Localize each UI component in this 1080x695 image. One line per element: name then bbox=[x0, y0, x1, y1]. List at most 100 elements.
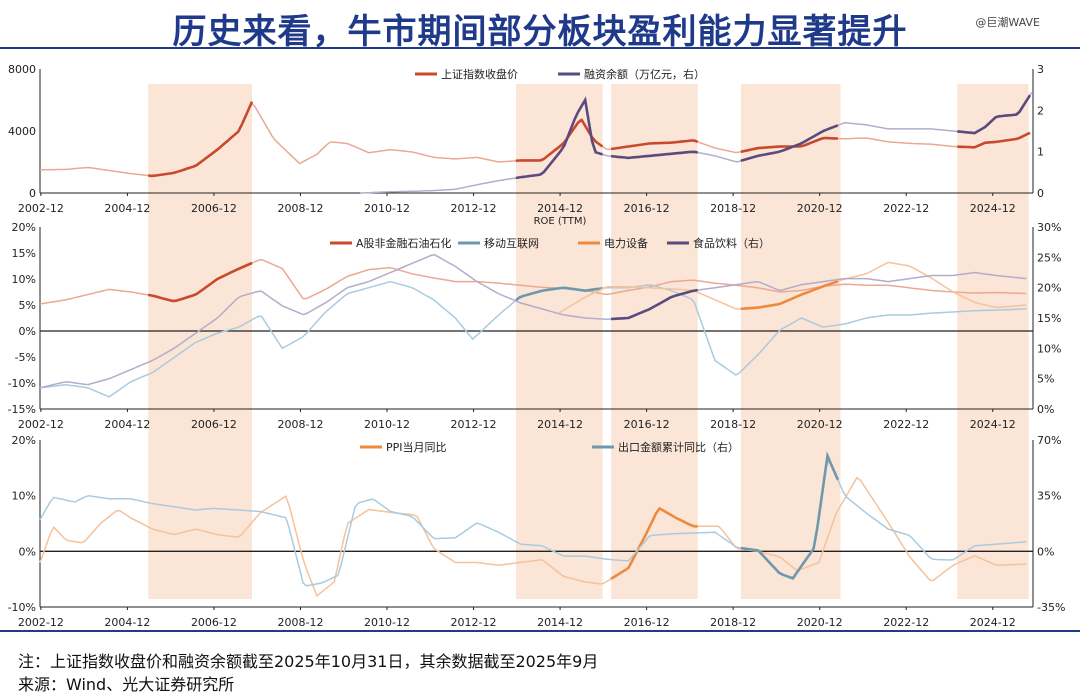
x-tick-label: 2012-12 bbox=[451, 202, 497, 215]
x-tick-label: 2004-12 bbox=[104, 202, 150, 215]
watermark: @巨潮WAVE bbox=[975, 16, 1040, 29]
left-tick-label: -5% bbox=[15, 351, 36, 364]
x-tick-label: 2014-12 bbox=[537, 418, 583, 431]
x-tick-label: 2012-12 bbox=[451, 418, 497, 431]
right-tick-label: 0% bbox=[1037, 545, 1054, 558]
series-line-highlight bbox=[740, 280, 839, 311]
left-tick-label: -15% bbox=[8, 403, 36, 416]
x-tick-label: 2024-12 bbox=[970, 202, 1016, 215]
legend-label: 食品饮料（右） bbox=[693, 236, 770, 250]
x-tick-label: 2010-12 bbox=[364, 202, 410, 215]
series-line-highlight bbox=[148, 101, 254, 178]
series-line-light bbox=[39, 458, 1027, 587]
right-tick-label: 35% bbox=[1037, 490, 1061, 503]
series-line-highlight bbox=[515, 96, 603, 180]
right-tick-label: 3 bbox=[1037, 63, 1044, 76]
right-tick-label: 25% bbox=[1037, 251, 1061, 264]
x-tick-label: 2016-12 bbox=[624, 202, 670, 215]
legend-label: 电力设备 bbox=[604, 236, 648, 250]
x-tick-label: 2006-12 bbox=[191, 418, 237, 431]
left-tick-label: 4000 bbox=[8, 125, 36, 138]
x-tick-label: 2014-12 bbox=[537, 202, 583, 215]
series-line-highlight bbox=[610, 506, 698, 580]
legend-label: 融资余额（万亿元，右） bbox=[584, 67, 705, 81]
left-tick-label: 5% bbox=[19, 299, 36, 312]
series-line-highlight bbox=[515, 118, 604, 163]
legend-label: 上证指数收盘价 bbox=[441, 67, 518, 81]
series-line-light bbox=[39, 254, 1027, 389]
x-tick-label: 2022-12 bbox=[883, 616, 929, 629]
legend-label: 移动互联网 bbox=[484, 237, 539, 250]
page-title: 历史来看，牛市期间部分板块盈利能力显著提升 bbox=[172, 12, 908, 52]
series-line-highlight bbox=[611, 288, 698, 321]
x-tick-label: 2018-12 bbox=[710, 202, 756, 215]
left-tick-label: 0 bbox=[29, 187, 36, 200]
x-tick-label: 2008-12 bbox=[277, 202, 323, 215]
panel-title: ROE (TTM) bbox=[534, 216, 587, 227]
x-tick-label: 2020-12 bbox=[797, 202, 843, 215]
left-tick-label: 20% bbox=[12, 221, 36, 234]
series-line-highlight bbox=[957, 94, 1032, 135]
series-line-light bbox=[39, 476, 1027, 598]
legend-label: A股非金融石油石化 bbox=[356, 236, 452, 250]
x-tick-label: 2006-12 bbox=[191, 616, 237, 629]
x-tick-label: 2014-12 bbox=[537, 616, 583, 629]
series-line-highlight bbox=[740, 136, 838, 154]
x-tick-label: 2006-12 bbox=[191, 202, 237, 215]
left-tick-label: 10% bbox=[12, 273, 36, 286]
left-tick-label: -10% bbox=[8, 601, 36, 614]
right-tick-label: 5% bbox=[1037, 373, 1054, 386]
series-line-highlight bbox=[147, 261, 253, 303]
bull-period-band bbox=[740, 84, 841, 599]
right-tick-label: 0% bbox=[1037, 403, 1054, 416]
x-tick-label: 2022-12 bbox=[883, 418, 929, 431]
bull-period-band bbox=[515, 84, 603, 599]
left-tick-label: 15% bbox=[12, 247, 36, 260]
x-tick-label: 2002-12 bbox=[18, 418, 64, 431]
right-tick-label: 0 bbox=[1037, 187, 1044, 200]
series-line-highlight bbox=[957, 131, 1031, 149]
bull-period-band bbox=[148, 84, 253, 599]
right-tick-label: 70% bbox=[1037, 434, 1061, 447]
title-rule bbox=[0, 47, 1080, 49]
series-line-highlight bbox=[740, 451, 840, 580]
x-tick-label: 2020-12 bbox=[797, 418, 843, 431]
footer-note: 注：上证指数收盘价和融资余额截至2025年10月31日，其余数据截至2025年9… bbox=[18, 652, 599, 671]
left-tick-label: 10% bbox=[12, 490, 36, 503]
x-tick-label: 2024-12 bbox=[970, 418, 1016, 431]
x-tick-label: 2002-12 bbox=[18, 616, 64, 629]
x-tick-label: 2004-12 bbox=[104, 418, 150, 431]
x-tick-label: 2010-12 bbox=[364, 616, 410, 629]
series-line-highlight bbox=[610, 150, 698, 160]
x-tick-label: 2020-12 bbox=[797, 616, 843, 629]
x-tick-label: 2022-12 bbox=[883, 202, 929, 215]
bull-period-band bbox=[957, 84, 1029, 599]
footer-source: 来源：Wind、光大证券研究所 bbox=[18, 675, 235, 694]
right-tick-label: -35% bbox=[1037, 601, 1065, 614]
x-tick-label: 2018-12 bbox=[710, 418, 756, 431]
left-tick-label: 8000 bbox=[8, 63, 36, 76]
left-tick-label: -10% bbox=[8, 377, 36, 390]
series-line-highlight bbox=[610, 139, 699, 151]
right-tick-label: 10% bbox=[1037, 342, 1061, 355]
left-tick-label: 0% bbox=[19, 325, 36, 338]
x-tick-label: 2024-12 bbox=[970, 616, 1016, 629]
x-tick-label: 2008-12 bbox=[277, 418, 323, 431]
legend-label: 出口金额累计同比（右） bbox=[618, 440, 739, 454]
right-tick-label: 30% bbox=[1037, 221, 1061, 234]
right-tick-label: 2 bbox=[1037, 104, 1044, 117]
x-tick-label: 2004-12 bbox=[104, 616, 150, 629]
x-tick-label: 2008-12 bbox=[277, 616, 323, 629]
right-tick-label: 15% bbox=[1037, 312, 1061, 325]
left-tick-label: 20% bbox=[12, 434, 36, 447]
series-line-highlight bbox=[740, 124, 839, 163]
x-tick-label: 2010-12 bbox=[364, 418, 410, 431]
right-tick-label: 20% bbox=[1037, 282, 1061, 295]
series-line-highlight bbox=[515, 286, 603, 302]
left-tick-label: 0% bbox=[19, 545, 36, 558]
bull-period-band bbox=[611, 84, 698, 599]
legend-label: PPI当月同比 bbox=[386, 440, 447, 454]
x-tick-label: 2016-12 bbox=[624, 616, 670, 629]
